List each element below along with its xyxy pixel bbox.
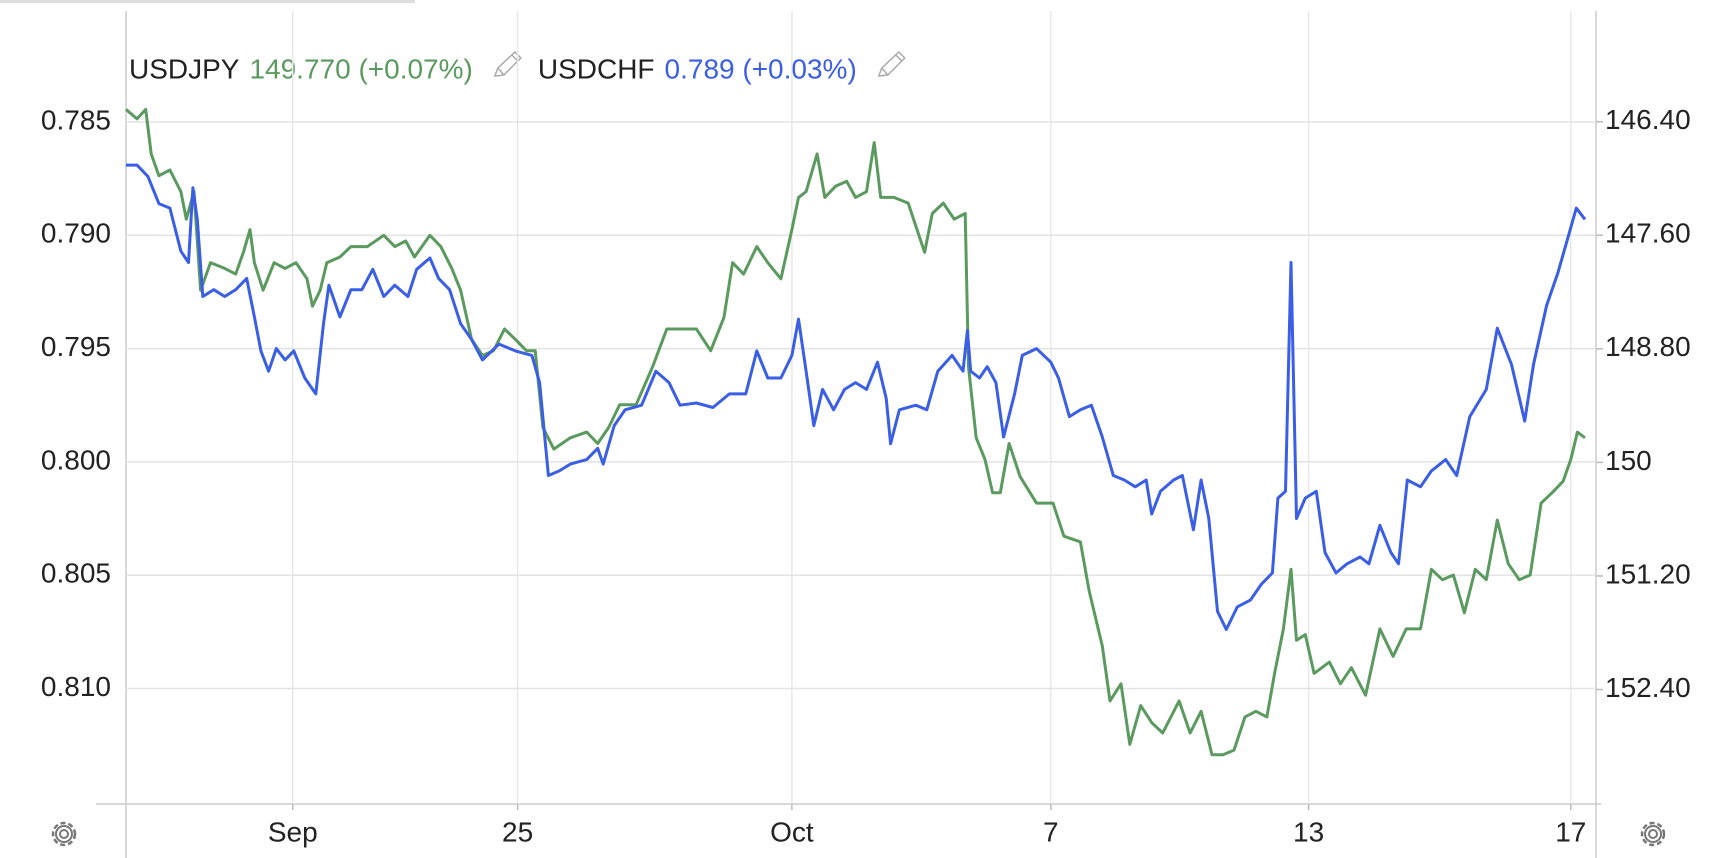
y2-tick-label: 148.80	[1605, 331, 1691, 362]
x-tick-label: 25	[502, 816, 533, 847]
y2-tick-label: 146.40	[1605, 104, 1691, 135]
y2-tick-label: 150	[1605, 445, 1652, 476]
edit-icon[interactable]	[877, 50, 906, 77]
legend-name: USDCHF	[538, 53, 655, 84]
x-tick-label: 13	[1293, 816, 1324, 847]
settings-left[interactable]	[51, 821, 77, 847]
y-tick-label: 0.785	[41, 104, 111, 135]
y2-tick-label: 152.40	[1605, 672, 1691, 703]
series-line	[125, 107, 1586, 757]
y-tick-label: 0.805	[41, 558, 111, 589]
y-tick-label: 0.790	[41, 218, 111, 249]
y-tick-label: 0.800	[41, 444, 111, 475]
y-tick-label: 0.810	[41, 671, 111, 702]
x-tick-label: Oct	[770, 816, 814, 847]
y2-tick-label: 147.60	[1605, 218, 1691, 249]
x-tick-label: 17	[1555, 816, 1586, 847]
x-tick-label: 7	[1043, 816, 1059, 847]
x-tick-label: Sep	[268, 816, 318, 847]
legend: USDJPY 149.770 (+0.07%) USDCHF 0.789 (+0.03…	[129, 50, 906, 84]
y-tick-label: 0.795	[41, 331, 111, 362]
series-line	[126, 163, 1587, 631]
tab-indicator	[0, 0, 415, 3]
y2-tick-label: 151.20	[1605, 558, 1691, 589]
legend-value: 149.770 (+0.07%)	[249, 53, 472, 84]
legend-value: 0.789 (+0.03%)	[665, 53, 857, 84]
legend-name: USDJPY	[129, 53, 240, 84]
settings-right[interactable]	[1640, 821, 1666, 847]
pencil	[877, 50, 906, 77]
